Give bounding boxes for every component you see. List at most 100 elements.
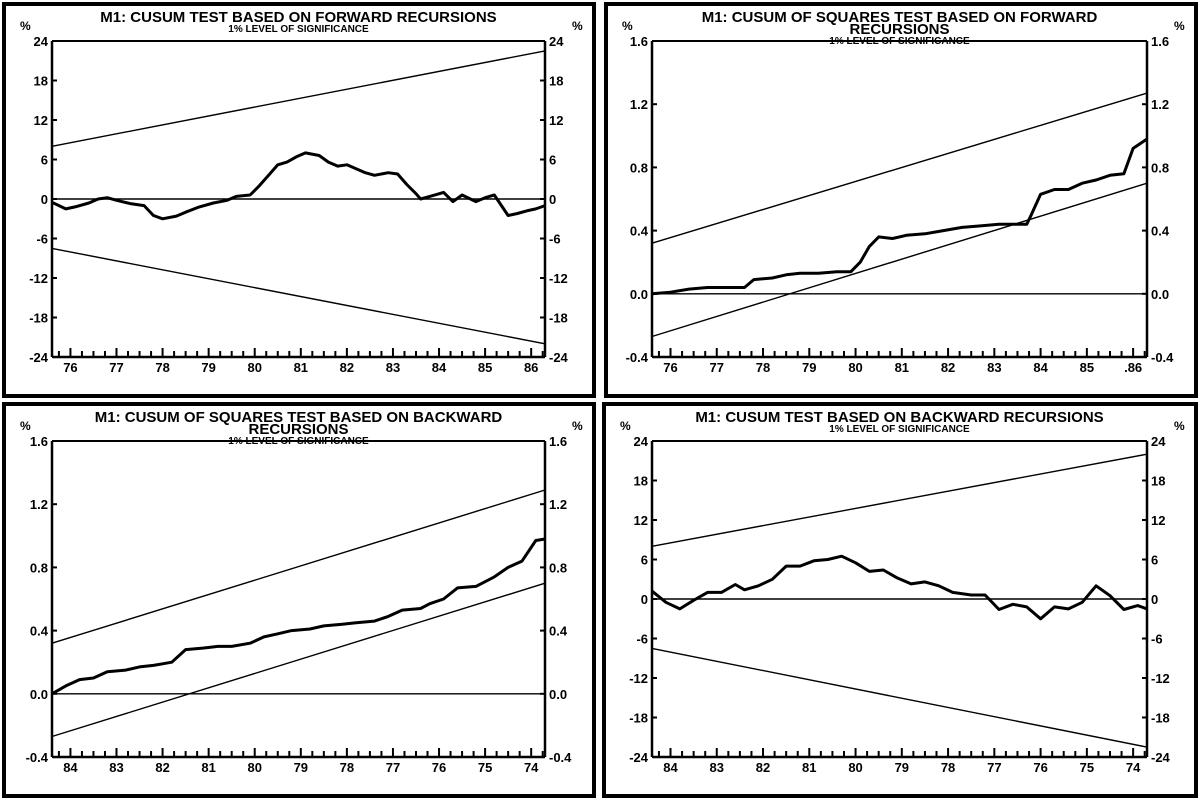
y-tick-label-left: -18 <box>629 711 648 726</box>
x-tick-label: 86 <box>524 360 538 375</box>
y-tick-label-right: 24 <box>549 34 564 49</box>
x-tick-label: 84 <box>663 760 678 775</box>
y-tick-label-left: 0 <box>641 592 648 607</box>
y-tick-label-right: 1.6 <box>1151 34 1169 49</box>
x-tick-label: 76 <box>1033 760 1047 775</box>
x-tick-label: 83 <box>987 360 1001 375</box>
y-tick-label-left: 0.0 <box>630 287 648 302</box>
y-tick-label-right: 0.8 <box>549 560 567 575</box>
y-tick-label-left: 6 <box>641 553 648 568</box>
y-tick-label-left: -12 <box>29 271 48 286</box>
right-unit-label: % <box>1174 419 1185 433</box>
x-tick-label: 78 <box>155 360 169 375</box>
y-tick-label-right: 0.4 <box>1151 224 1170 239</box>
y-tick-label-right: 24 <box>1151 434 1166 449</box>
y-tick-label-right: 12 <box>549 113 563 128</box>
y-tick-label-right: 1.6 <box>549 434 567 449</box>
y-tick-label-left: 0.8 <box>30 560 48 575</box>
left-unit-label: % <box>622 19 633 33</box>
x-tick-label: 83 <box>386 360 400 375</box>
right-unit-label: % <box>1174 19 1185 33</box>
y-tick-label-right: -6 <box>1151 632 1163 647</box>
chart-title-line-2: RECURSIONS <box>248 421 348 438</box>
y-tick-label-left: 18 <box>34 74 48 89</box>
y-tick-label-right: 6 <box>1151 553 1158 568</box>
y-tick-label-right: -18 <box>549 311 568 326</box>
x-tick-label: 74 <box>524 760 539 775</box>
chart-panel-2: M1: CUSUM OF SQUARES TEST BASED ON FORWA… <box>604 2 1198 398</box>
y-tick-label-left: 0.4 <box>630 224 649 239</box>
x-tick-label: 80 <box>848 360 862 375</box>
x-tick-label: 83 <box>109 760 123 775</box>
x-tick-label: 81 <box>201 760 215 775</box>
x-tick-label: 78 <box>756 360 770 375</box>
left-unit-label: % <box>20 19 31 33</box>
y-tick-label-left: 24 <box>34 34 49 49</box>
x-tick-label: 84 <box>1033 360 1048 375</box>
x-tick-label: 80 <box>247 360 261 375</box>
x-tick-label: 80 <box>848 760 862 775</box>
chart-panel-4: M1: CUSUM TEST BASED ON BACKWARD RECURSI… <box>602 402 1198 798</box>
lower-bound-line <box>51 247 546 345</box>
lower-bound-line <box>51 582 546 738</box>
y-tick-label-right: 0.0 <box>1151 287 1169 302</box>
y-tick-label-left: 24 <box>634 434 649 449</box>
chart-subtitle: 1% LEVEL OF SIGNIFICANCE <box>228 24 369 35</box>
x-tick-label: 82 <box>340 360 354 375</box>
x-tick-label: 81 <box>802 760 816 775</box>
y-tick-label-right: -18 <box>1151 711 1170 726</box>
cusum-statistic-line <box>651 554 1148 621</box>
y-tick-label-right: -0.4 <box>549 750 572 765</box>
x-tick-label: 74 <box>1126 760 1141 775</box>
x-tick-label: 82 <box>756 760 770 775</box>
right-unit-label: % <box>572 19 583 33</box>
y-tick-label-left: 18 <box>634 474 648 489</box>
left-unit-label: % <box>20 419 31 433</box>
x-tick-label: 81 <box>895 360 909 375</box>
lower-bound-line <box>651 647 1148 748</box>
y-tick-label-right: 18 <box>1151 474 1165 489</box>
x-tick-label: 76 <box>663 360 677 375</box>
x-tick-label: 75 <box>1080 760 1094 775</box>
panel-frame <box>604 2 1198 398</box>
x-tick-label: 82 <box>941 360 955 375</box>
x-tick-label: 85 <box>478 360 492 375</box>
chart-title-line-1: M1: CUSUM OF SQUARES TEST BASED ON BACKW… <box>95 409 503 426</box>
y-tick-label-left: 12 <box>34 113 48 128</box>
y-tick-label-left: 1.6 <box>30 434 48 449</box>
upper-bound-line <box>651 453 1148 547</box>
cusum-statistic-line <box>651 137 1148 296</box>
y-tick-label-right: 12 <box>1151 513 1165 528</box>
y-tick-label-left: 6 <box>41 153 48 168</box>
chart-title: M1: CUSUM TEST BASED ON FORWARD RECURSIO… <box>100 9 496 26</box>
y-tick-label-right: 0 <box>1151 592 1158 607</box>
y-tick-label-left: 12 <box>634 513 648 528</box>
x-tick-label: 80 <box>247 760 261 775</box>
x-tick-label: 79 <box>201 360 215 375</box>
chart-title-line-1: M1: CUSUM OF SQUARES TEST BASED ON FORWA… <box>702 9 1098 26</box>
cusum-statistic-line <box>51 151 546 221</box>
y-tick-label-right: -24 <box>549 350 569 365</box>
chart-title: M1: CUSUM TEST BASED ON BACKWARD RECURSI… <box>695 409 1103 426</box>
x-tick-label: 77 <box>386 760 400 775</box>
panel-frame <box>2 402 596 798</box>
y-tick-label-right: 1.2 <box>549 497 567 512</box>
y-tick-label-left: 1.2 <box>30 497 48 512</box>
y-tick-label-right: 0 <box>549 192 556 207</box>
x-tick-label: 78 <box>340 760 354 775</box>
y-tick-label-left: -6 <box>36 232 48 247</box>
y-tick-label-left: 1.6 <box>630 34 648 49</box>
y-tick-label-right: -12 <box>1151 671 1170 686</box>
panel-frame <box>2 2 596 398</box>
x-tick-label: 84 <box>63 760 78 775</box>
y-tick-label-left: -0.4 <box>626 350 649 365</box>
x-tick-label: 82 <box>155 760 169 775</box>
y-tick-label-right: 0.0 <box>549 687 567 702</box>
upper-bound-line <box>651 92 1148 244</box>
x-tick-label: 79 <box>895 760 909 775</box>
y-tick-label-left: -0.4 <box>26 750 49 765</box>
y-tick-label-left: 1.2 <box>630 97 648 112</box>
lower-bound-line <box>651 182 1148 338</box>
y-tick-label-left: -12 <box>629 671 648 686</box>
